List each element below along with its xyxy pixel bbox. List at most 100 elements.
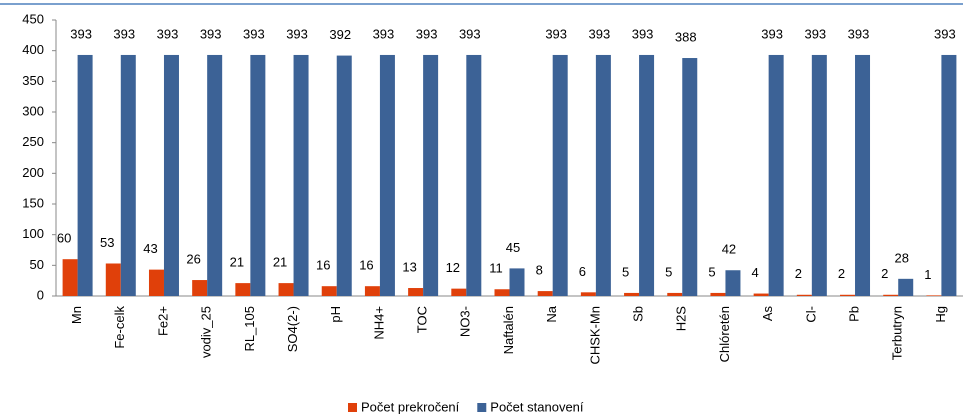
bar xyxy=(192,280,208,296)
x-tick-label: Na xyxy=(544,305,559,322)
data-label: 53 xyxy=(100,235,114,250)
bar xyxy=(207,54,223,297)
data-label: 393 xyxy=(545,26,567,41)
bar xyxy=(62,259,78,296)
y-tick-label: 150 xyxy=(22,195,44,210)
legend-label: Počet prekročení xyxy=(361,399,460,414)
bar xyxy=(883,294,899,296)
data-label: 45 xyxy=(506,240,520,255)
bar xyxy=(710,292,726,296)
y-tick-label: 300 xyxy=(22,103,44,118)
bar xyxy=(451,288,467,296)
data-label: 5 xyxy=(708,264,715,279)
data-label: 1 xyxy=(924,267,931,282)
data-label: 2 xyxy=(838,266,845,281)
bar xyxy=(235,283,251,296)
data-label: 393 xyxy=(804,26,826,41)
bar xyxy=(768,54,784,297)
bar xyxy=(639,54,655,297)
bar xyxy=(105,263,121,296)
x-tick-label: CHSK-Mn xyxy=(587,306,602,365)
data-label: 16 xyxy=(359,258,373,273)
bar xyxy=(408,288,424,296)
bar xyxy=(509,268,525,296)
x-tick-label: TOC xyxy=(415,306,430,333)
bar xyxy=(796,294,812,296)
data-label: 393 xyxy=(113,26,135,41)
bar xyxy=(926,295,942,296)
data-label: 393 xyxy=(589,26,611,41)
bar xyxy=(321,286,337,296)
x-tick-label: vodiv_25 xyxy=(199,306,214,358)
x-tick-label: Pb xyxy=(846,306,861,322)
bar xyxy=(855,54,871,297)
x-tick-label: Cl- xyxy=(803,306,818,323)
bar xyxy=(941,54,957,297)
x-tick-label: pH xyxy=(328,306,343,323)
data-label: 13 xyxy=(402,259,416,274)
data-label: 393 xyxy=(459,26,481,41)
bar xyxy=(250,54,266,297)
bar xyxy=(667,292,683,296)
data-label: 12 xyxy=(446,260,460,275)
data-label: 393 xyxy=(761,26,783,41)
data-label: 6 xyxy=(579,264,586,279)
data-label: 2 xyxy=(795,266,802,281)
data-label: 5 xyxy=(665,264,672,279)
bar xyxy=(364,286,380,296)
bar xyxy=(595,54,611,297)
x-tick-label: Hg xyxy=(933,306,948,323)
data-label: 5 xyxy=(622,264,629,279)
data-label: 393 xyxy=(934,26,956,41)
bar xyxy=(278,283,294,296)
bar xyxy=(537,291,553,296)
data-label: 393 xyxy=(632,26,654,41)
data-label: 21 xyxy=(230,255,244,270)
data-label: 393 xyxy=(373,26,395,41)
legend-swatch xyxy=(477,403,487,412)
y-tick-label: 400 xyxy=(22,42,44,57)
data-label: 393 xyxy=(848,26,870,41)
data-label: 16 xyxy=(316,258,330,273)
bar xyxy=(148,269,164,296)
bar xyxy=(840,294,856,296)
bar xyxy=(624,292,640,296)
bar xyxy=(811,54,827,297)
bar xyxy=(293,54,309,297)
bar xyxy=(580,292,596,296)
data-label: 60 xyxy=(57,231,71,246)
data-label: 393 xyxy=(70,26,92,41)
bar xyxy=(725,270,741,296)
y-tick-label: 450 xyxy=(22,11,44,26)
data-label: 21 xyxy=(273,255,287,270)
data-label: 4 xyxy=(752,265,759,280)
data-label: 26 xyxy=(186,251,200,266)
bar xyxy=(77,54,93,297)
bar xyxy=(466,54,482,297)
x-tick-label: Naftalén xyxy=(501,306,516,354)
bar xyxy=(753,293,769,296)
x-tick-label: Fe-celk xyxy=(112,306,127,349)
data-label: 28 xyxy=(894,250,908,265)
y-tick-label: 250 xyxy=(22,134,44,149)
x-tick-label: As xyxy=(760,306,775,322)
bar xyxy=(163,54,179,297)
x-tick-label: Fe2+ xyxy=(155,306,170,336)
data-label: 393 xyxy=(416,26,438,41)
data-label: 388 xyxy=(675,29,697,44)
bar xyxy=(379,54,395,297)
bar xyxy=(336,55,352,296)
bar xyxy=(898,278,914,296)
x-tick-label: SO4(2-) xyxy=(285,306,300,352)
legend-swatch xyxy=(348,403,357,412)
y-tick-label: 350 xyxy=(22,73,44,88)
x-tick-label: NO3- xyxy=(458,306,473,337)
bar xyxy=(552,54,568,297)
bar xyxy=(423,54,439,297)
y-tick-label: 50 xyxy=(30,257,44,272)
data-label: 43 xyxy=(143,241,157,256)
y-tick-label: 200 xyxy=(22,165,44,180)
data-label: 393 xyxy=(243,26,265,41)
data-label: 393 xyxy=(200,26,222,41)
